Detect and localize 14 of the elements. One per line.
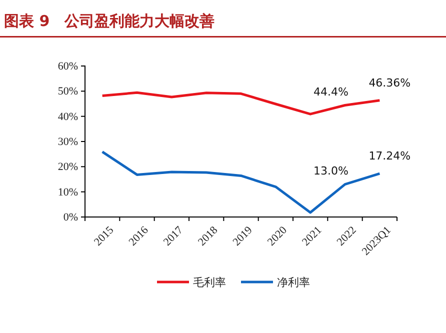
y-tick-label: 10% [58,186,78,198]
data-label: 44.4% [314,85,348,98]
y-tick-label: 20% [58,161,78,174]
y-tick-label: 60% [58,60,78,73]
y-tick-label: 30% [58,136,78,148]
chart-title: 图表 9 公司盈利能力大幅改善 [4,12,215,30]
y-tick-label: 0% [63,212,78,224]
y-tick-label: 50% [58,86,78,98]
data-label: 46.36% [368,76,411,90]
legend-label: 净利率 [277,276,310,289]
data-label: 13.0% [314,164,348,178]
data-label: 17.24% [368,150,411,163]
y-tick-label: 40% [58,110,78,123]
legend-label: 毛利率 [193,276,226,289]
